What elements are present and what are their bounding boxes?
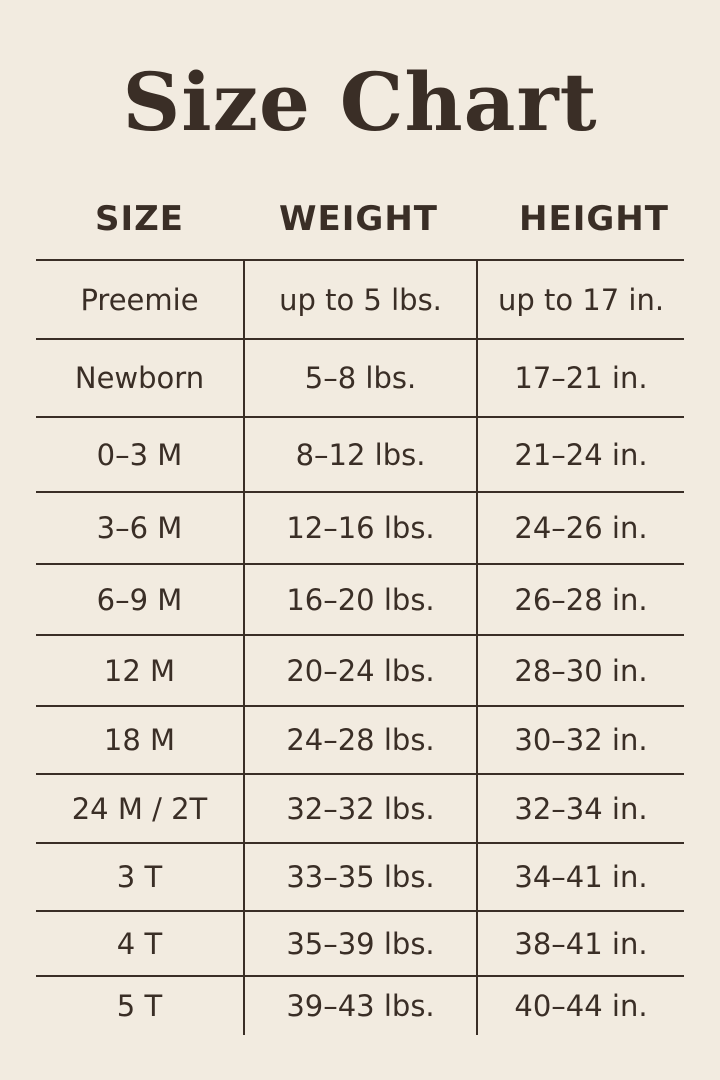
cell-height: 21–24 in. xyxy=(476,418,684,491)
cell-size: 0–3 M xyxy=(96,437,183,472)
table-row: 6–9 M 16–20 lbs. 26–28 in. xyxy=(36,563,684,634)
cell-height: 17–21 in. xyxy=(476,340,684,416)
table-row: 18 M 24–28 lbs. 30–32 in. xyxy=(36,705,684,773)
size-table: Preemie up to 5 lbs. up to 17 in. Newborn 5–… xyxy=(36,259,684,1035)
table-row: 3 T 33–35 lbs. 34–41 in. xyxy=(36,842,684,910)
cell-size: 6–9 M xyxy=(96,582,183,617)
table-row: Preemie up to 5 lbs. up to 17 in. xyxy=(36,259,684,338)
cell-weight: 39–43 lbs. xyxy=(243,977,476,1035)
table-row: 4 T 35–39 lbs. 38–41 in. xyxy=(36,910,684,975)
table-row: 0–3 M 8–12 lbs. 21–24 in. xyxy=(36,416,684,491)
table-row: 12 M 20–24 lbs. 28–30 in. xyxy=(36,634,684,705)
cell-weight: up to 5 lbs. xyxy=(243,261,476,338)
cell-height: 26–28 in. xyxy=(476,565,684,634)
cell-height: 40–44 in. xyxy=(476,977,684,1035)
table-row: Newborn 5–8 lbs. 17–21 in. xyxy=(36,338,684,416)
cell-size: 12 M xyxy=(103,653,176,688)
cell-size: 4 T xyxy=(116,926,163,961)
cell-weight: 12–16 lbs. xyxy=(243,493,476,563)
cell-size: 24 M / 2T xyxy=(71,791,208,826)
cell-height: up to 17 in. xyxy=(476,261,684,338)
cell-size: 5 T xyxy=(116,989,163,1023)
cell-weight: 24–28 lbs. xyxy=(243,707,476,773)
cell-size: Preemie xyxy=(80,282,199,317)
cell-weight: 8–12 lbs. xyxy=(243,418,476,491)
cell-height: 34–41 in. xyxy=(476,844,684,910)
cell-size: 3–6 M xyxy=(96,511,183,545)
cell-weight: 33–35 lbs. xyxy=(243,844,476,910)
header-height: HEIGHT xyxy=(519,199,669,239)
cell-weight: 32–32 lbs. xyxy=(243,775,476,842)
cell-weight: 5–8 lbs. xyxy=(243,340,476,416)
cell-weight: 16–20 lbs. xyxy=(243,565,476,634)
cell-height: 24–26 in. xyxy=(476,493,684,563)
cell-height: 30–32 in. xyxy=(476,707,684,773)
cell-size: 18 M xyxy=(103,723,176,757)
cell-weight: 35–39 lbs. xyxy=(243,912,476,975)
page-title: Size Chart xyxy=(122,55,598,149)
cell-height: 32–34 in. xyxy=(476,775,684,842)
header-weight: WEIGHT xyxy=(279,199,438,239)
cell-size: Newborn xyxy=(74,361,205,395)
header-size: SIZE xyxy=(94,199,185,239)
cell-height: 38–41 in. xyxy=(476,912,684,975)
cell-size: 3 T xyxy=(116,860,163,894)
table-row: 5 T 39–43 lbs. 40–44 in. xyxy=(36,975,684,1035)
table-row: 24 M / 2T 32–32 lbs. 32–34 in. xyxy=(36,773,684,842)
table-row: 3–6 M 12–16 lbs. 24–26 in. xyxy=(36,491,684,563)
cell-weight: 20–24 lbs. xyxy=(243,636,476,705)
cell-height: 28–30 in. xyxy=(476,636,684,705)
